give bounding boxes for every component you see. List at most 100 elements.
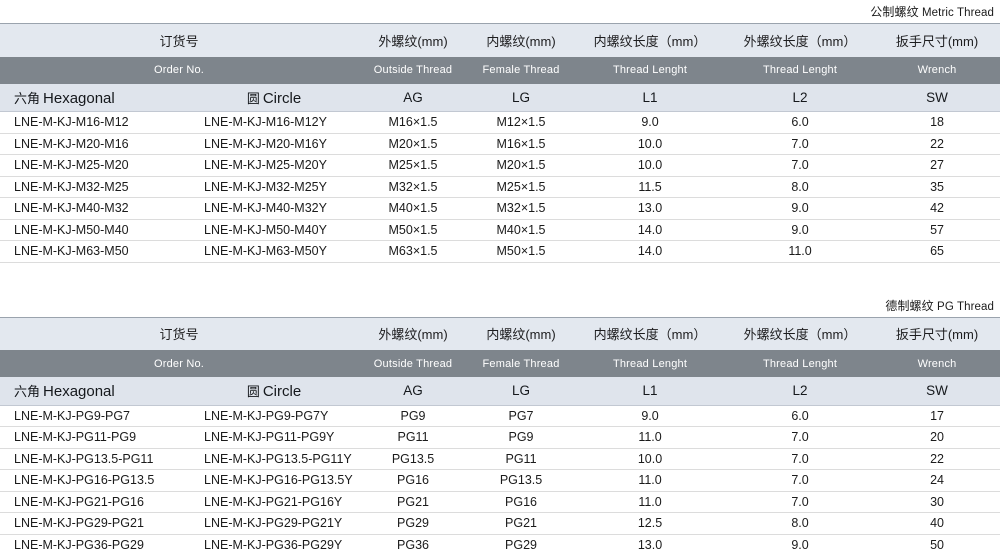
cell-circle: LNE-M-KJ-PG13.5-PG11Y [190, 448, 359, 470]
cell-hexagonal: LNE-M-KJ-M40-M32 [0, 197, 190, 220]
cell-lg: M50×1.5 [468, 240, 575, 263]
cell-lg: PG11 [468, 448, 575, 470]
section-caption-metric-en: Metric Thread [921, 7, 994, 19]
table-row: LNE-M-KJ-M20-M16 LNE-M-KJ-M20-M16Y M20×1.5… [0, 133, 1000, 155]
cell-ag: PG16 [358, 469, 469, 492]
table-row: LNE-M-KJ-PG13.5-PG11 LNE-M-KJ-PG13.5-PG11… [0, 448, 1000, 470]
cell-circle: LNE-M-KJ-PG16-PG13.5Y [190, 469, 359, 492]
cell-circle: LNE-M-KJ-M16-M12Y [190, 111, 359, 134]
column-header-order-no-cn: 订货号 [0, 23, 359, 57]
table-row: LNE-M-KJ-PG29-PG21 LNE-M-KJ-PG29-PG21Y PG2… [0, 512, 1000, 535]
column-header-ag: AG [358, 83, 469, 112]
header-row-english: Order No. Outside Thread Female Thread T… [0, 350, 1000, 377]
pg-table-body: LNE-M-KJ-PG9-PG7 LNE-M-KJ-PG9-PG7Y PG9 PG7 9… [0, 405, 1000, 551]
cell-l1: 14.0 [574, 240, 727, 263]
column-header-outside-thread-cn: 外螺纹(mm) [358, 316, 469, 350]
cell-lg: PG21 [468, 512, 575, 535]
circle-label-cn: 圆 [246, 384, 260, 400]
cell-circle: LNE-M-KJ-M32-M25Y [190, 176, 359, 198]
cell-l1: 14.0 [574, 219, 727, 241]
cell-l1: 9.0 [574, 405, 727, 427]
cell-hexagonal: LNE-M-KJ-M63-M50 [0, 240, 190, 263]
column-header-female-thread-cn: 内螺纹(mm) [468, 23, 575, 57]
cell-l2: 6.0 [726, 405, 875, 427]
table-row: LNE-M-KJ-M63-M50 LNE-M-KJ-M63-M50Y M63×1.5… [0, 240, 1000, 263]
column-header-order-no-en: Order No. [0, 56, 359, 84]
header-row-symbols: 六角 Hexagonal 圆 Circle AG LG L1 L2 SW [0, 377, 1000, 406]
cell-l1: 11.0 [574, 469, 727, 492]
column-header-female-thread-en: Female Thread [468, 56, 575, 84]
cell-l2: 8.0 [726, 176, 875, 198]
cell-hexagonal: LNE-M-KJ-PG13.5-PG11 [0, 448, 190, 470]
cell-sw: 24 [874, 469, 1000, 492]
table-row: LNE-M-KJ-M50-M40 LNE-M-KJ-M50-M40Y M50×1.5… [0, 219, 1000, 241]
section-caption-pg-cn: 德制螺纹 [885, 298, 934, 313]
table-row: LNE-M-KJ-M40-M32 LNE-M-KJ-M40-M32Y M40×1.5… [0, 197, 1000, 220]
cell-ag: M63×1.5 [358, 240, 469, 263]
cell-sw: 22 [874, 133, 1000, 155]
cell-l2: 6.0 [726, 111, 875, 134]
cell-circle: LNE-M-KJ-PG29-PG21Y [190, 512, 359, 535]
table-row: LNE-M-KJ-PG21-PG16 LNE-M-KJ-PG21-PG16Y PG2… [0, 491, 1000, 513]
cell-sw: 22 [874, 448, 1000, 470]
cell-sw: 20 [874, 426, 1000, 449]
cell-l1: 11.5 [574, 176, 727, 198]
hexagonal-label-en: Hexagonal [43, 89, 115, 107]
cell-ag: PG11 [358, 426, 469, 449]
cell-lg: M16×1.5 [468, 133, 575, 155]
column-header-lg: LG [468, 83, 575, 112]
cell-lg: PG13.5 [468, 469, 575, 492]
column-header-thread-length-inner-en: Thread Lenght [574, 350, 727, 377]
column-header-thread-length-outer-en: Thread Lenght [726, 56, 875, 84]
cell-l2: 7.0 [726, 448, 875, 470]
cell-circle: LNE-M-KJ-M50-M40Y [190, 219, 359, 241]
cell-l1: 9.0 [574, 111, 727, 134]
column-header-female-thread-cn: 内螺纹(mm) [468, 316, 575, 350]
column-header-l2: L2 [726, 83, 875, 112]
cell-circle: LNE-M-KJ-M25-M20Y [190, 154, 359, 177]
column-header-thread-length-outer-cn: 外螺纹长度（mm） [726, 316, 875, 350]
cell-ag: M20×1.5 [358, 133, 469, 155]
metric-thread-table: 订货号 外螺纹(mm) 内螺纹(mm) 内螺纹长度（mm） 外螺纹长度（mm） … [0, 23, 1000, 263]
column-header-sw: SW [874, 377, 1000, 406]
cell-hexagonal: LNE-M-KJ-M16-M12 [0, 111, 190, 134]
column-header-thread-length-outer-en: Thread Lenght [726, 350, 875, 377]
cell-l1: 10.0 [574, 154, 727, 177]
header-row-chinese: 订货号 外螺纹(mm) 内螺纹(mm) 内螺纹长度（mm） 外螺纹长度（mm） … [0, 23, 1000, 57]
cell-l2: 7.0 [726, 154, 875, 177]
column-header-thread-length-outer-cn: 外螺纹长度（mm） [726, 23, 875, 57]
cell-hexagonal: LNE-M-KJ-PG21-PG16 [0, 491, 190, 513]
column-header-thread-length-inner-en: Thread Lenght [574, 56, 727, 84]
column-header-hexagonal: 六角 Hexagonal [0, 377, 190, 406]
table-row: LNE-M-KJ-PG9-PG7 LNE-M-KJ-PG9-PG7Y PG9 PG7 9… [0, 405, 1000, 427]
cell-hexagonal: LNE-M-KJ-M25-M20 [0, 154, 190, 177]
column-header-ag: AG [358, 377, 469, 406]
section-caption-metric: 公制螺纹 Metric Thread [0, 0, 1000, 23]
column-header-outside-thread-en: Outside Thread [358, 56, 469, 84]
cell-lg: M20×1.5 [468, 154, 575, 177]
table-row: LNE-M-KJ-PG16-PG13.5 LNE-M-KJ-PG16-PG13.5… [0, 469, 1000, 492]
column-header-l2: L2 [726, 377, 875, 406]
cell-l2: 7.0 [726, 133, 875, 155]
cell-circle: LNE-M-KJ-PG9-PG7Y [190, 405, 359, 427]
column-header-lg: LG [468, 377, 575, 406]
cell-circle: LNE-M-KJ-PG11-PG9Y [190, 426, 359, 449]
table-separator-gap [0, 262, 1000, 294]
cell-ag: PG13.5 [358, 448, 469, 470]
table-row: LNE-M-KJ-M32-M25 LNE-M-KJ-M32-M25Y M32×1.5… [0, 176, 1000, 198]
cell-l2: 8.0 [726, 512, 875, 535]
cell-l1: 13.0 [574, 534, 727, 551]
cell-ag: M25×1.5 [358, 154, 469, 177]
cell-sw: 17 [874, 405, 1000, 427]
column-header-thread-length-inner-cn: 内螺纹长度（mm） [574, 23, 727, 57]
cell-lg: M25×1.5 [468, 176, 575, 198]
table-row: LNE-M-KJ-PG11-PG9 LNE-M-KJ-PG11-PG9Y PG11 P… [0, 426, 1000, 449]
cell-sw: 57 [874, 219, 1000, 241]
cell-hexagonal: LNE-M-KJ-PG16-PG13.5 [0, 469, 190, 492]
column-header-wrench-cn: 扳手尺寸(mm) [874, 23, 1000, 57]
column-header-l1: L1 [574, 83, 727, 112]
column-header-circle: 圆 Circle [190, 377, 359, 406]
table-row: LNE-M-KJ-PG36-PG29 LNE-M-KJ-PG36-PG29Y PG3… [0, 534, 1000, 551]
cell-ag: PG36 [358, 534, 469, 551]
